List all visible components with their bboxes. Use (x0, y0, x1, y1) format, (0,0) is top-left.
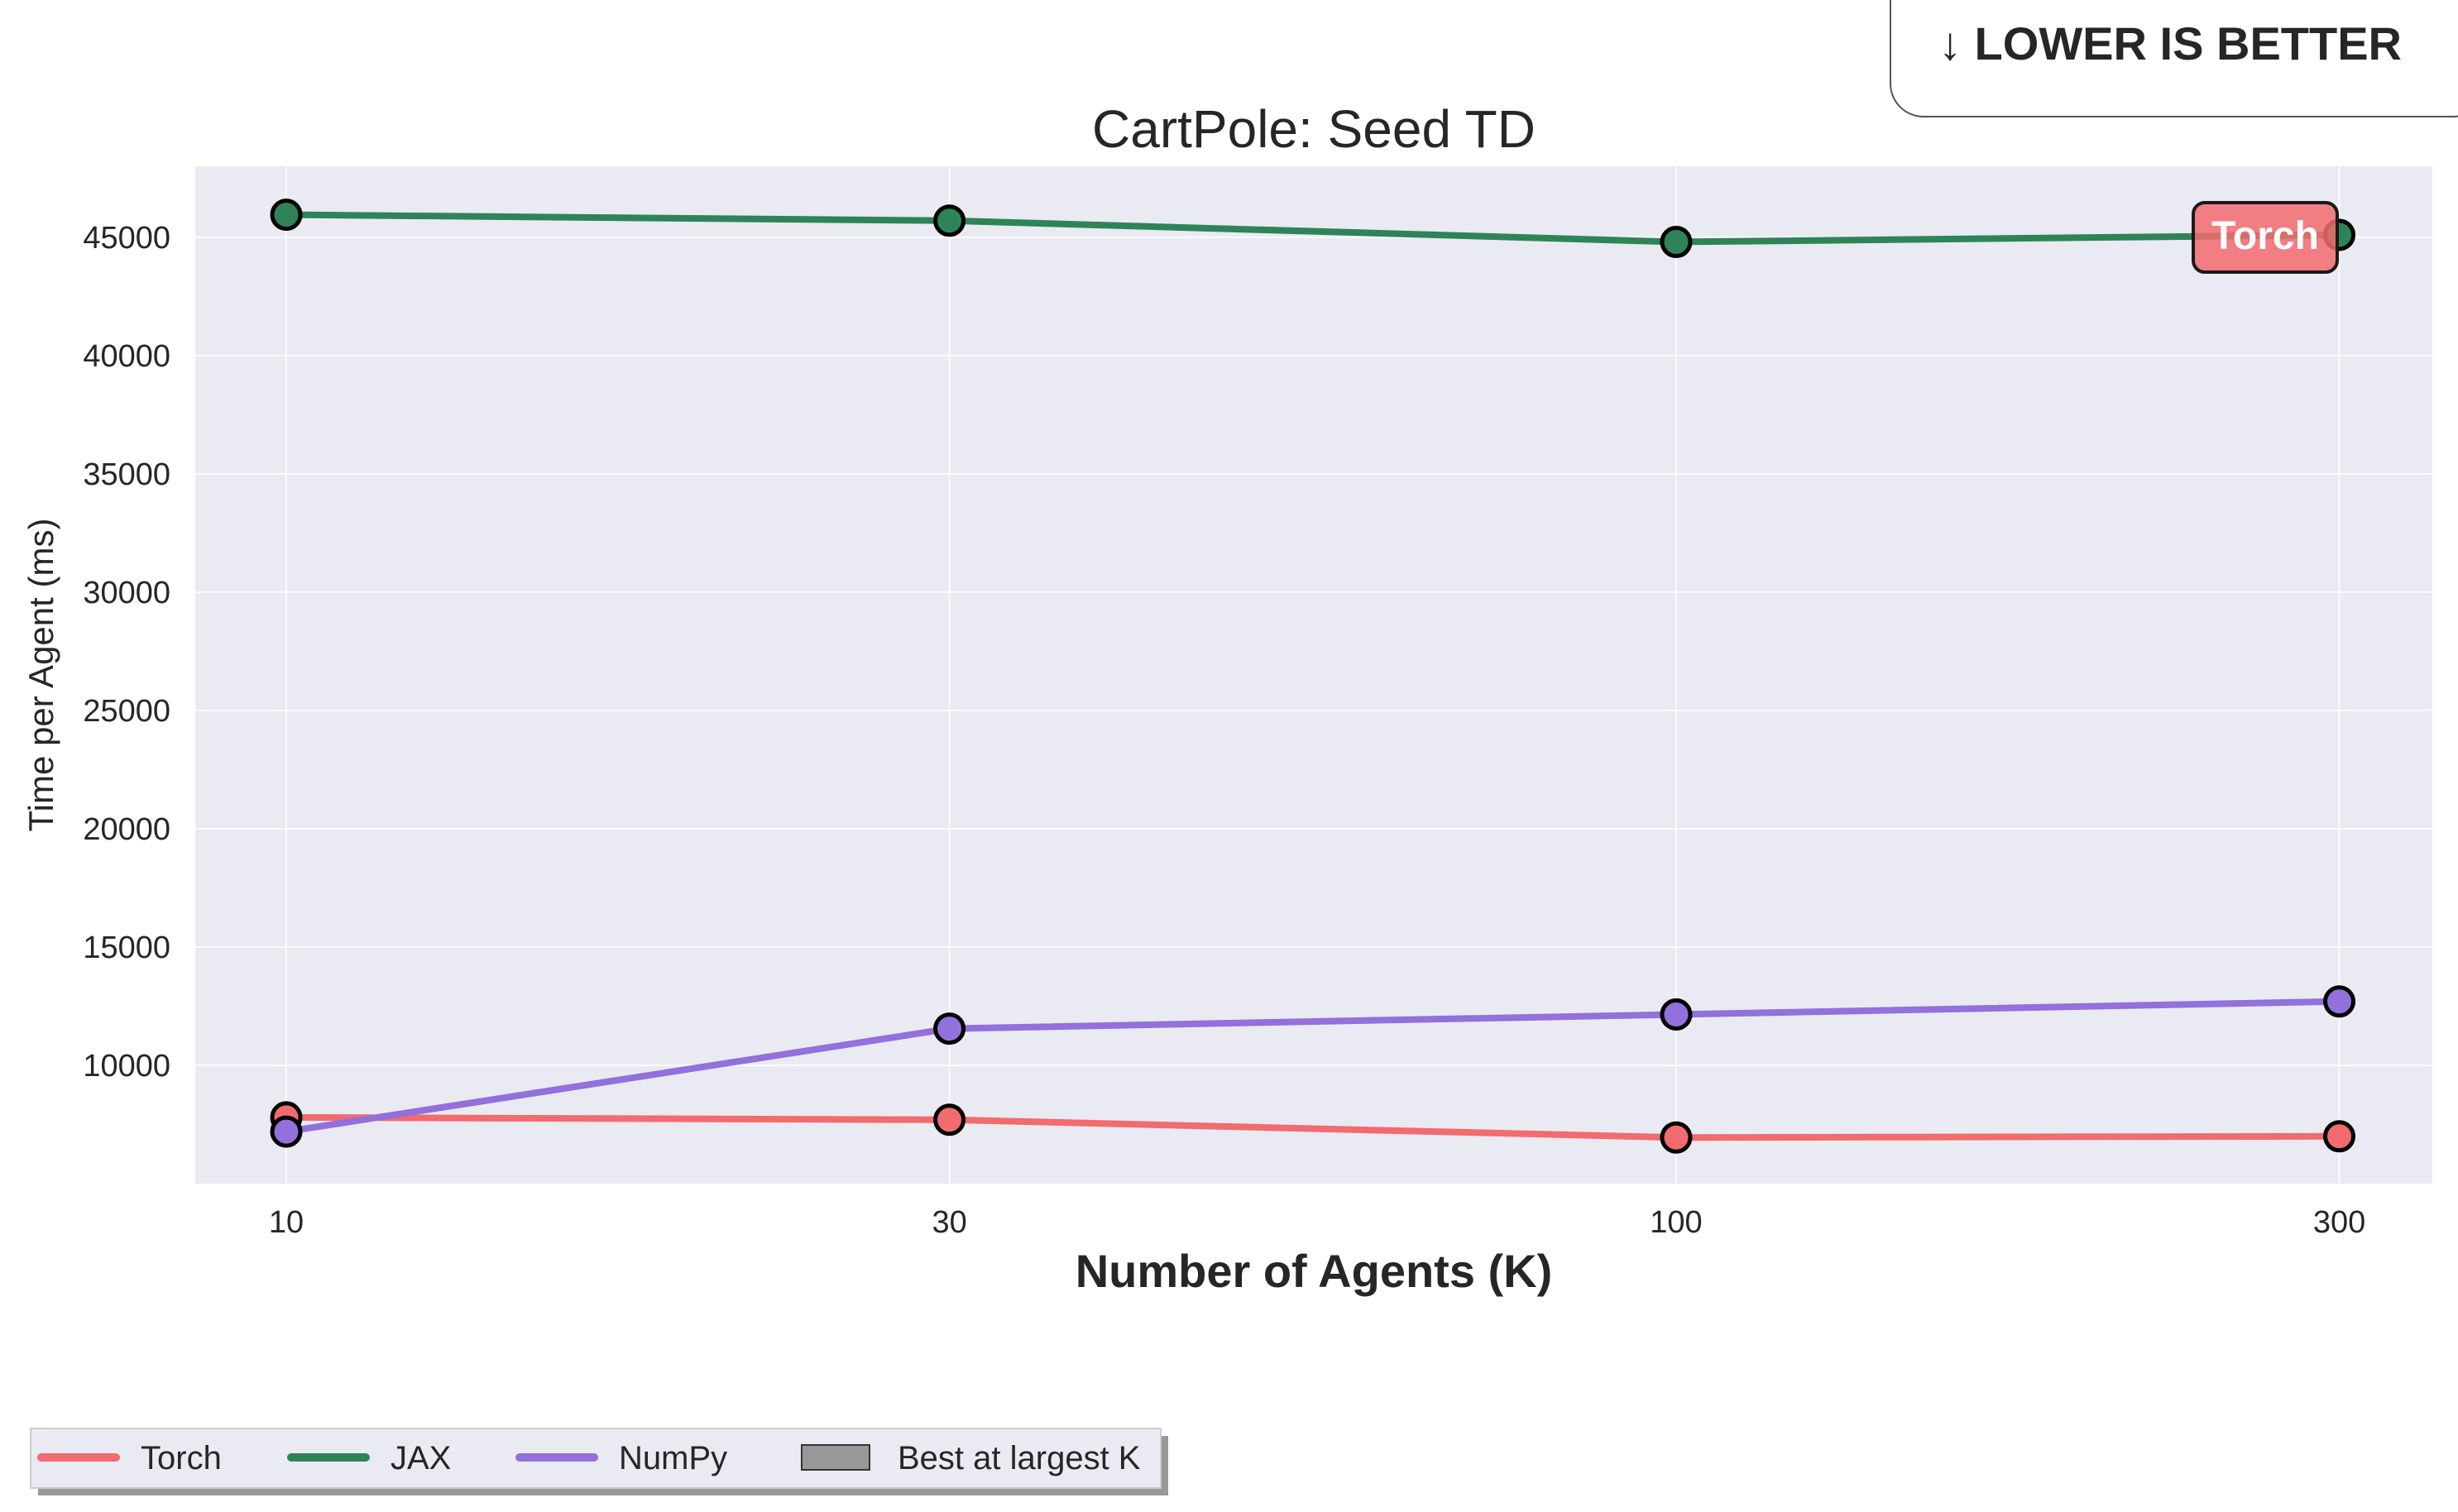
legend-label: Best at largest K (898, 1440, 1141, 1476)
legend-label: JAX (391, 1440, 451, 1476)
grid-lines (195, 166, 2432, 1184)
x-tick-label: 10 (269, 1205, 304, 1240)
y-tick-label: 25000 (83, 694, 170, 729)
series-line-jax (283, 211, 2343, 246)
data-point-numpy (933, 1012, 966, 1045)
y-tick-label: 45000 (83, 221, 170, 256)
y-tick-label: 15000 (83, 931, 170, 965)
legend-swatch-best-at-largest-k (801, 1444, 870, 1471)
series-lines (283, 211, 2343, 1141)
y-axis-title: Time per Agent (ms) (22, 519, 60, 832)
legend-label: Torch (141, 1440, 222, 1476)
best-at-largest-k-annotation: Torch (2192, 201, 2339, 274)
data-point-jax (1660, 226, 1693, 259)
data-point-numpy (1660, 998, 1693, 1031)
data-point-jax (270, 199, 303, 232)
data-point-jax (933, 204, 966, 237)
plot-area (195, 166, 2432, 1184)
svg-text:↓ LOWER IS BETTER: ↓ LOWER IS BETTER (1938, 17, 2402, 69)
x-axis-ticks: 10 30 100 300 (269, 1205, 2365, 1240)
x-axis-title: Number of Agents (K) (1076, 1245, 1553, 1297)
lower-is-better-badge: ↓ LOWER IS BETTER (1890, 0, 2458, 117)
series-line-torch (283, 1113, 2343, 1141)
y-tick-label: 35000 (83, 457, 170, 492)
series-line-numpy (283, 998, 2343, 1136)
data-point-torch (933, 1103, 966, 1136)
x-tick-label: 300 (2313, 1205, 2365, 1240)
x-tick-label: 30 (932, 1205, 966, 1240)
x-tick-label: 100 (1650, 1205, 1702, 1240)
data-point-numpy (270, 1115, 303, 1148)
legend-label: NumPy (619, 1440, 727, 1476)
chart-title: CartPole: Seed TD (1092, 99, 1536, 159)
legend: Torch JAX NumPy Best at largest K (30, 1428, 1168, 1495)
data-point-torch (1660, 1121, 1693, 1154)
annotation-label: Torch (2211, 214, 2319, 258)
y-tick-label: 20000 (83, 812, 170, 847)
y-tick-label: 30000 (83, 576, 170, 610)
y-tick-label: 40000 (83, 339, 170, 374)
y-tick-label: 10000 (83, 1049, 170, 1084)
data-point-numpy (2323, 985, 2356, 1018)
data-point-torch (2323, 1120, 2356, 1153)
y-axis-ticks: 10000 15000 20000 25000 30000 35000 40000 45000 (83, 221, 170, 1084)
